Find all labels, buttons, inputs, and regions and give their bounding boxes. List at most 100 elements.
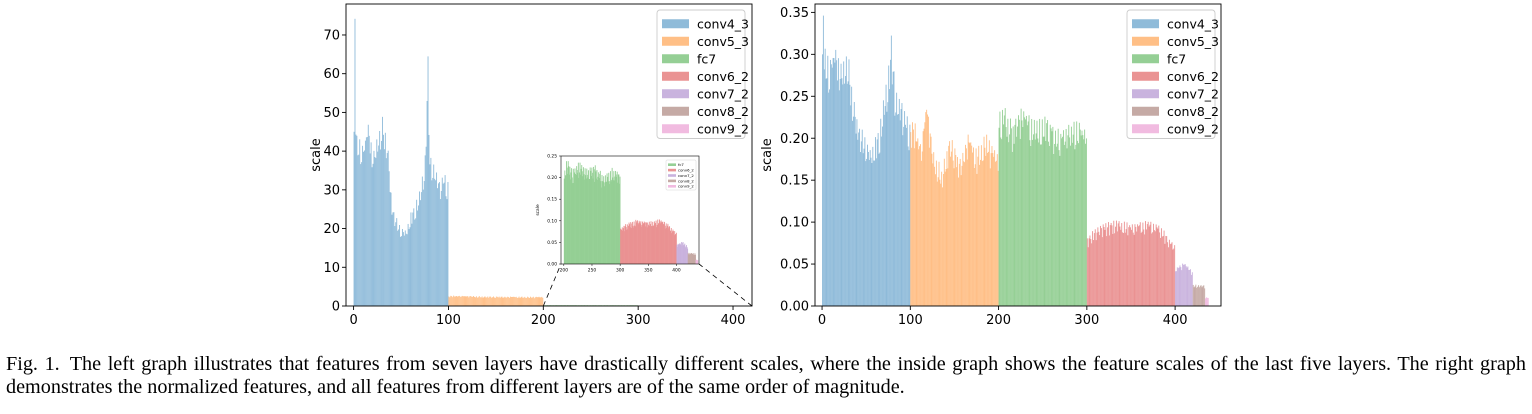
y-tick-label: 0.00 [547, 262, 557, 268]
bar [1089, 235, 1091, 306]
bar [1156, 227, 1158, 306]
bar [529, 297, 530, 306]
bar [962, 152, 964, 306]
bar [1066, 148, 1068, 306]
bar [1069, 137, 1071, 306]
bar [931, 153, 933, 306]
bar [448, 296, 450, 306]
bar [647, 224, 649, 264]
bar [837, 58, 839, 306]
bar [1095, 240, 1097, 306]
bar [616, 176, 618, 264]
bar [1197, 286, 1199, 306]
bar [629, 227, 631, 264]
series-fc7 [998, 108, 1087, 307]
legend-label: conv8_2 [678, 178, 694, 183]
bar [1157, 228, 1159, 306]
bar [390, 192, 392, 306]
bar [689, 252, 691, 264]
bar [898, 98, 900, 306]
bar [1037, 138, 1039, 306]
bar [880, 118, 882, 306]
bar [438, 183, 439, 306]
bar [976, 173, 978, 306]
bar [634, 226, 636, 264]
bar [935, 160, 937, 306]
bar [691, 253, 693, 264]
bar [1123, 221, 1125, 306]
bar [689, 254, 691, 264]
bar [1153, 223, 1154, 306]
bar [825, 78, 827, 306]
bar [838, 90, 840, 306]
bar [1146, 224, 1148, 306]
legend-label: conv7_2 [697, 86, 749, 101]
bar [1013, 143, 1015, 306]
bar [1024, 117, 1026, 306]
bar [661, 222, 663, 264]
bar [644, 222, 646, 264]
bar [1207, 297, 1209, 306]
bar [1148, 226, 1150, 306]
series-conv5_3 [448, 295, 544, 306]
bar [383, 134, 384, 306]
bar [588, 179, 590, 264]
bar [419, 191, 420, 306]
bar [588, 170, 589, 264]
bar [1162, 235, 1164, 306]
bar [527, 296, 529, 306]
bar [920, 160, 922, 306]
bar [393, 212, 395, 306]
bar [1070, 126, 1072, 306]
bar [1081, 130, 1083, 306]
bar [447, 182, 449, 306]
bar [569, 166, 571, 264]
bar [852, 116, 854, 307]
bar [387, 150, 389, 306]
bar [630, 223, 632, 264]
bar [1092, 231, 1094, 306]
bar [935, 174, 936, 306]
bar [580, 168, 582, 264]
bar [608, 172, 610, 264]
x-tick-label: 0 [818, 313, 826, 328]
bar [938, 161, 940, 306]
bar [1130, 229, 1132, 306]
bar [892, 71, 894, 306]
bar [1144, 234, 1146, 306]
bar [635, 222, 637, 264]
bar [1030, 146, 1032, 306]
chart-right: 0 100 200 300 400 0.00 0.05 0.10 0.15 0.20 0.25 0.3… [760, 3, 1222, 328]
bar [1182, 263, 1184, 306]
bar [607, 181, 609, 264]
bar [1072, 134, 1074, 306]
bar [666, 227, 668, 264]
bar [1154, 231, 1156, 306]
bar [624, 226, 626, 264]
bar [1152, 232, 1154, 306]
bar [595, 178, 597, 264]
bar [1145, 221, 1146, 306]
bar [860, 151, 861, 306]
bar [425, 146, 427, 306]
bar [433, 164, 435, 306]
bar [373, 150, 375, 306]
bar [603, 186, 605, 264]
bar [1179, 265, 1181, 306]
bar [930, 136, 932, 306]
bar [462, 296, 464, 306]
bar [1195, 284, 1197, 306]
bar [1029, 140, 1031, 306]
legend-label: conv8_2 [1167, 104, 1219, 119]
bar [542, 297, 544, 306]
bar [526, 297, 528, 306]
bar [899, 120, 901, 306]
bar [578, 177, 580, 264]
bar [582, 176, 584, 264]
bar [367, 124, 369, 306]
bar [1199, 285, 1201, 306]
bar [854, 116, 856, 306]
bar [871, 163, 873, 306]
legend-label: fc7 [678, 162, 684, 167]
bar [1085, 138, 1087, 306]
